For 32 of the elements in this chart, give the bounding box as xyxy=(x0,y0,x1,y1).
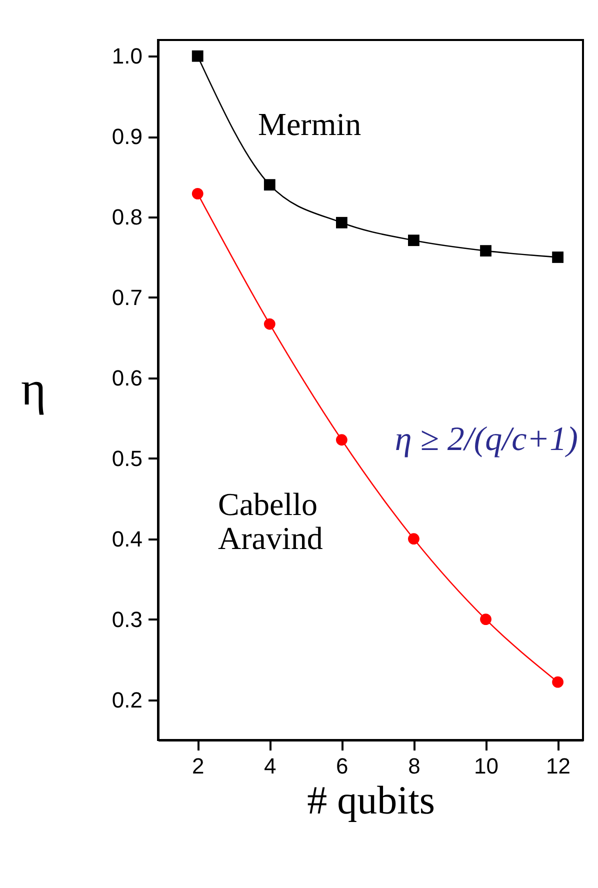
x-tick-label: 2 xyxy=(192,754,204,778)
point xyxy=(480,245,492,257)
y-tick-label: 0.6 xyxy=(112,365,142,390)
y-axis-title: η xyxy=(20,362,46,416)
y-tick-label: 0.9 xyxy=(112,124,142,150)
point xyxy=(336,434,348,446)
point xyxy=(264,179,276,191)
annotation: η ≥ 2/(q/c+1) xyxy=(394,421,578,458)
y-tick-label: 0.5 xyxy=(112,446,142,471)
point xyxy=(552,676,564,688)
point xyxy=(408,234,420,246)
y-tick-label: 0.7 xyxy=(112,284,142,310)
point xyxy=(480,614,492,625)
x-axis-title: # qubits xyxy=(307,778,435,822)
y-tick-label: 0.3 xyxy=(112,606,142,632)
series-label: Mermin xyxy=(258,106,362,142)
x-tick-label: 6 xyxy=(336,754,348,778)
point xyxy=(552,252,564,263)
point xyxy=(192,188,204,200)
point xyxy=(264,318,276,330)
series-label: Cabello Aravind xyxy=(218,486,323,556)
point xyxy=(192,50,204,62)
x-tick-label: 4 xyxy=(264,754,276,778)
y-tick-label: 0.8 xyxy=(112,204,142,230)
y-tick-label: 1.0 xyxy=(112,44,142,69)
point xyxy=(336,216,348,228)
y-tick-label: 0.4 xyxy=(112,526,142,552)
x-tick-label: 10 xyxy=(474,754,498,778)
x-tick-label: 12 xyxy=(546,754,571,778)
point xyxy=(408,533,420,545)
x-tick-label: 8 xyxy=(408,754,420,778)
y-tick-label: 0.2 xyxy=(112,687,142,712)
